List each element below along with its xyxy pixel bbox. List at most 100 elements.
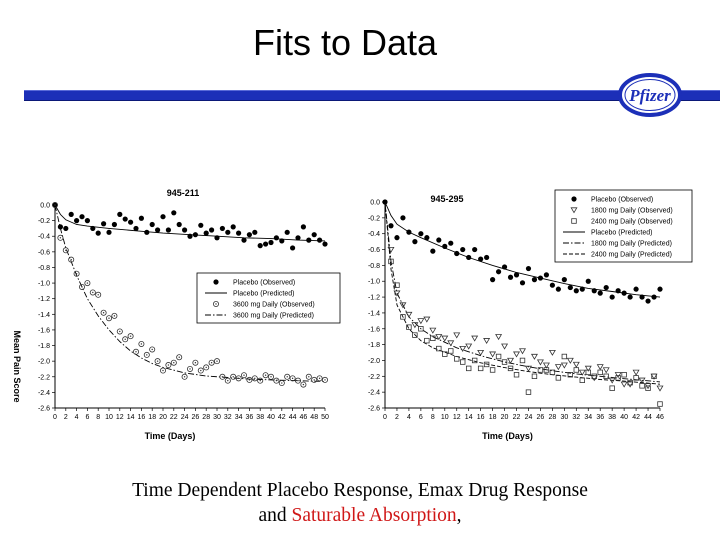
y-tick-label: -1.4 [38,312,50,319]
data-point [165,362,172,369]
x-axis-label: Time (Days) [482,431,533,441]
data-point [144,229,150,235]
data-point [417,318,425,325]
y-tick-label: -2.6 [368,406,380,413]
data-point [405,311,413,318]
data-point [620,381,628,388]
series-points-placebo-observed [52,202,328,251]
data-point [442,351,448,357]
x-tick-label: 22 [513,414,521,421]
data-point [382,199,388,205]
data-point [273,377,280,384]
data-point [656,385,664,392]
data-point [429,327,437,334]
pfizer-logo-icon: Pfizer [618,73,682,117]
x-tick-label: 46 [656,414,664,421]
legend-label: Placebo (Observed) [233,280,295,287]
data-point [585,369,591,376]
data-point [176,354,183,361]
chart-title: 945-211 [167,188,200,198]
data-point [138,215,144,221]
data-point [566,357,574,364]
x-tick-label: 14 [465,414,473,421]
data-point [441,335,449,342]
data-point [171,210,177,216]
data-point [513,272,520,278]
data-point [90,225,96,232]
data-point [122,336,129,343]
data-point [63,225,69,232]
data-point [133,225,139,232]
data-point [645,298,651,304]
data-point [490,277,496,283]
data-point [483,338,491,345]
x-tick-label: 24 [181,414,189,421]
y-tick-label: -1.4 [368,310,380,317]
data-point [567,284,573,291]
data-point [639,294,645,300]
data-point [306,237,312,243]
data-point [596,364,604,371]
x-axis-label: Time (Days) [145,431,196,441]
data-point [117,211,123,217]
x-tick-label: 42 [278,414,286,421]
x-tick-label: 18 [489,414,497,421]
data-point [525,389,532,395]
x-tick-label: 2 [64,414,68,421]
data-point [52,201,59,208]
data-point [387,246,395,253]
data-point [460,246,466,253]
data-point [257,377,264,384]
series-points-2400-mg-daily-observed [388,258,663,407]
data-point [477,349,485,356]
data-point [471,335,479,342]
caption-line-2-suffix: , [456,505,462,526]
data-point [236,230,242,236]
data-point [489,367,496,373]
legend-swatch-marker [212,301,219,308]
legend-label: Placebo (Predicted) [233,291,294,298]
data-point [495,353,502,360]
data-point [74,218,80,224]
data-point [519,357,526,364]
data-point [465,365,472,372]
data-point [155,227,161,233]
x-tick-label: 2 [395,414,399,421]
x-tick-label: 10 [441,414,449,421]
data-point [448,240,454,246]
data-point [495,334,503,341]
caption-line-2: and Saturable Absorption, [0,503,720,528]
y-tick-label: -1.0 [368,279,380,286]
data-point [79,214,85,220]
data-point [543,272,550,278]
x-tick-label: 14 [127,414,135,421]
y-tick-label: -0.6 [38,249,50,256]
data-point [609,294,615,300]
data-point [62,247,69,254]
data-point [246,376,253,383]
data-point [519,348,526,355]
data-point [519,280,526,286]
data-point [484,254,490,261]
series-line-3600-mg-daily-predicted [54,204,326,382]
x-tick-label: 44 [644,414,652,421]
data-point [284,229,290,235]
title-underline-bar [24,90,720,101]
data-point [573,288,579,294]
data-point [235,375,242,382]
data-point [100,309,107,316]
data-point [79,283,86,290]
x-tick-label: 44 [289,414,297,421]
data-point [252,229,258,235]
data-point [73,270,80,277]
data-point [170,359,177,366]
y-tick-label: -0.6 [368,247,380,254]
data-point [284,373,291,380]
data-point [554,364,562,371]
data-point [84,280,91,287]
data-point [95,291,102,298]
data-point [182,227,188,233]
data-point [537,367,544,373]
data-point [430,248,436,254]
data-point [608,377,616,384]
